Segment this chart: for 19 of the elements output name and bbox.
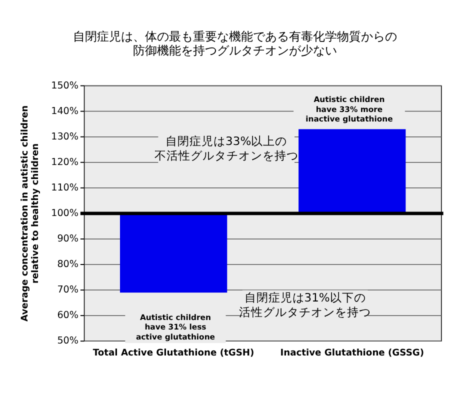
y-tick-label: 100% <box>51 208 79 220</box>
chart-title: 自閉症児は、体の最も重要な機能である有毒化学物質からの防御機能を持つグルタチオンが少ない <box>73 30 397 58</box>
y-tick-label: 90% <box>57 234 79 245</box>
annotation: 自閉症児は31%以下の活性グルタチオンを持つ <box>239 290 372 319</box>
x-tick-label: Inactive Glutathione (GSSG) <box>280 348 424 359</box>
y-tick-label: 130% <box>51 131 79 142</box>
annotation: Autistic children have 31% less active glutathione <box>136 313 215 342</box>
y-tick-label: 120% <box>51 156 79 168</box>
y-tick-label: 50% <box>57 336 79 347</box>
y-tick-label: 150% <box>51 80 79 92</box>
annotation: 自閉症児は33%以上の不活性グルタチオンを持つ <box>154 134 298 162</box>
y-tick-label: 110% <box>51 182 79 194</box>
y-tick-label: 140% <box>51 106 79 117</box>
y-tick-label: 60% <box>57 310 79 322</box>
y-tick-label: 80% <box>57 259 79 270</box>
annotation: Autistic children have 33% more inactive glutathione <box>306 95 393 124</box>
y-tick-label: 70% <box>57 284 79 296</box>
x-tick-label: Total Active Glutathione (tGSH) <box>92 348 254 359</box>
y-axis-title: Average concentration in autistic children relative to healthy children <box>20 105 42 322</box>
